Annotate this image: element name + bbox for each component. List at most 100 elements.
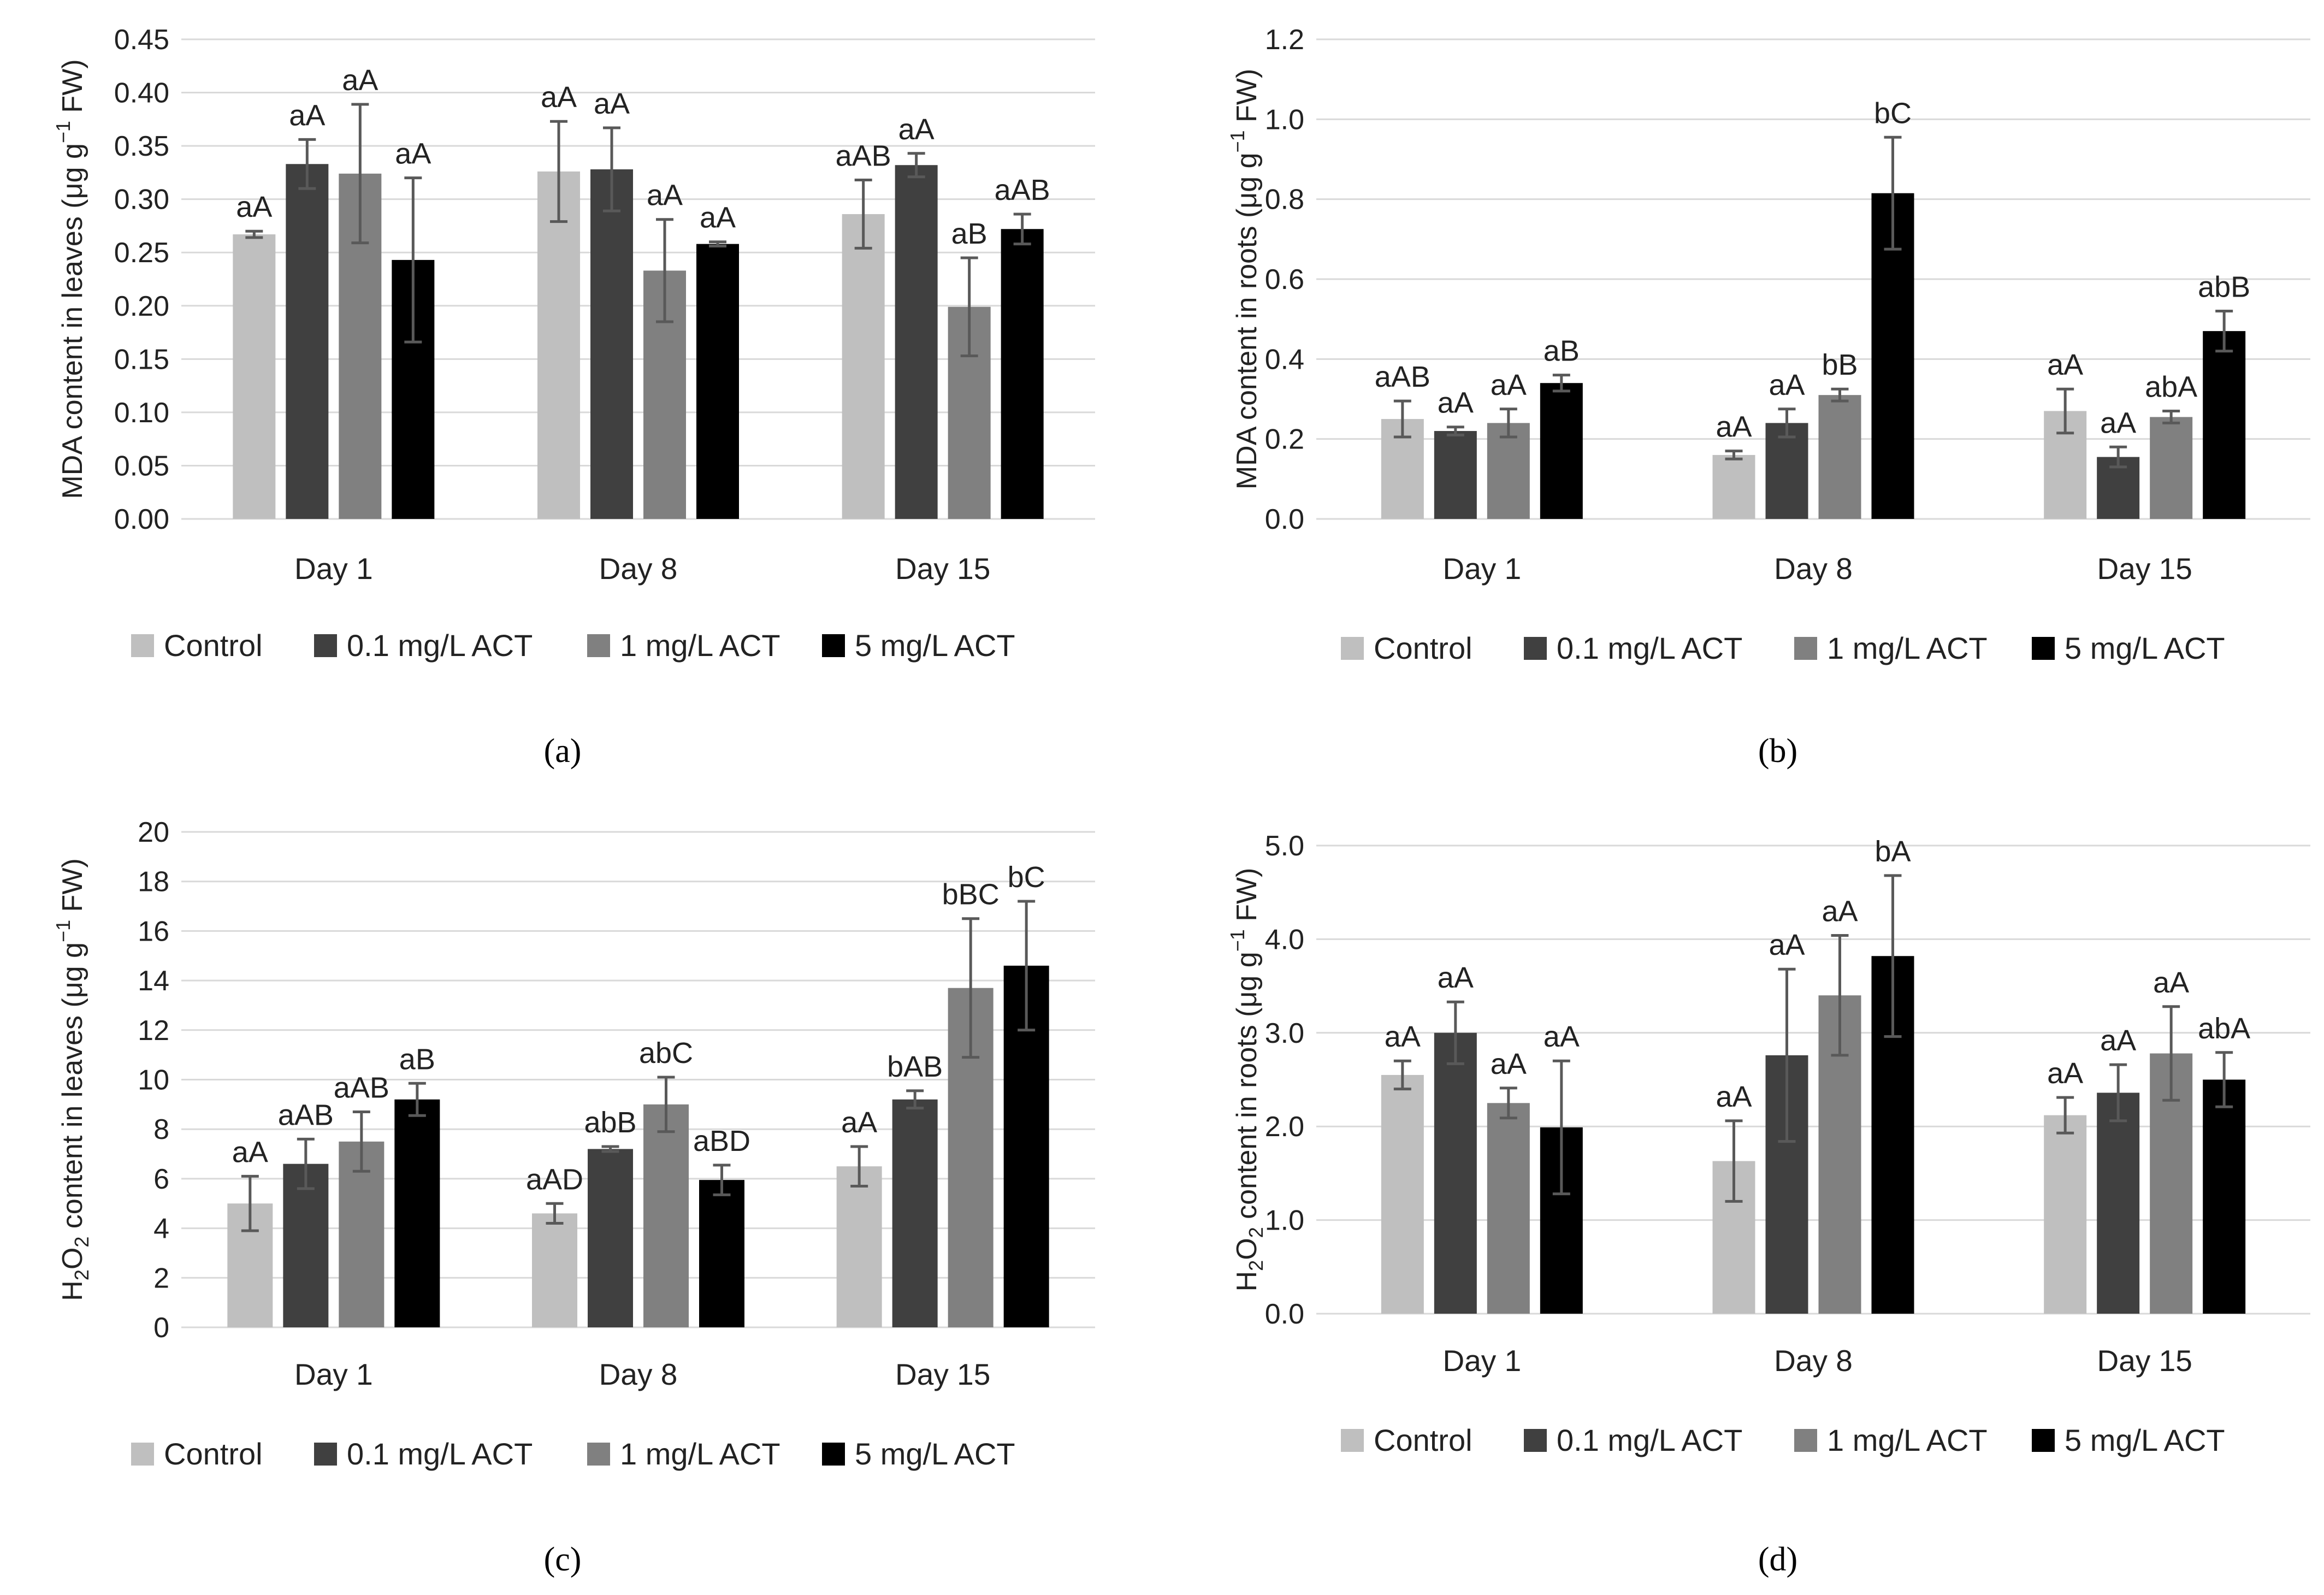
y-axis-label-part: 2: [1245, 1227, 1267, 1238]
y-axis-label: H2O2 content in roots (μg g−1 FW): [1226, 868, 1267, 1292]
bar: [1540, 383, 1583, 519]
y-tick-label: 0.00: [114, 504, 169, 535]
data-label: bAB: [887, 1050, 943, 1083]
legend-label: Control: [1374, 1423, 1473, 1457]
data-label: aA: [1716, 411, 1752, 444]
y-axis-label-part: H: [57, 1280, 88, 1301]
legend-label: 1 mg/L ACT: [620, 1437, 780, 1471]
data-label: aA: [2100, 1024, 2136, 1057]
data-label: aA: [841, 1106, 877, 1139]
y-tick-label: 0.45: [114, 24, 169, 56]
legend-swatch: [314, 1443, 337, 1466]
y-tick-label: 3.0: [1265, 1018, 1304, 1049]
bar: [2203, 1079, 2246, 1314]
legend-label: 5 mg/L ACT: [2065, 631, 2225, 665]
data-label: aAB: [334, 1071, 389, 1104]
data-label: bC: [1874, 97, 1912, 129]
panel-label: (a): [544, 732, 582, 770]
legend-swatch: [1341, 637, 1364, 660]
y-tick-label: 1.0: [1265, 104, 1304, 135]
panel-label: (d): [1758, 1541, 1797, 1578]
bar: [233, 234, 276, 519]
y-tick-label: 0.40: [114, 78, 169, 109]
data-label: abC: [639, 1037, 693, 1070]
y-tick-label: 14: [138, 965, 169, 997]
x-category-label: Day 15: [2097, 552, 2192, 586]
legend-label: Control: [164, 1437, 263, 1471]
y-tick-label: 0.0: [1265, 504, 1304, 535]
data-label: aA: [2100, 406, 2136, 439]
bar: [1765, 423, 1808, 519]
bar: [537, 171, 580, 519]
bar: [1381, 1074, 1424, 1314]
legend-swatch: [2032, 1429, 2055, 1452]
legend-swatch: [587, 634, 610, 657]
bar: [588, 1149, 633, 1327]
x-category-label: Day 15: [895, 1357, 990, 1391]
y-tick-label: 0.10: [114, 397, 169, 429]
y-axis-label-part: −1: [1226, 929, 1249, 952]
y-axis-label-part: FW): [57, 59, 88, 121]
data-label: abA: [2145, 370, 2197, 403]
y-tick-label: 10: [138, 1065, 169, 1096]
legend-label: Control: [1374, 631, 1473, 665]
bar: [2150, 417, 2193, 519]
legend-swatch: [587, 1443, 610, 1466]
data-label: aA: [1491, 1048, 1527, 1080]
legend-swatch: [131, 1443, 154, 1466]
legend-label: 0.1 mg/L ACT: [347, 1437, 533, 1471]
bar: [532, 1213, 577, 1327]
bar: [590, 169, 633, 519]
data-label: aA: [594, 87, 630, 120]
y-tick-label: 0.15: [114, 344, 169, 375]
y-axis-label-part: MDA content in roots (μg g: [1231, 152, 1263, 489]
y-axis-label-part: FW): [57, 858, 88, 920]
y-axis-label-part: 2: [70, 1269, 93, 1280]
data-label: aAB: [278, 1098, 334, 1131]
x-category-label: Day 8: [1774, 552, 1853, 586]
legend: Control 0.1 mg/L ACT 1 mg/L ACT 5 mg/L ACT: [131, 1437, 1015, 1471]
legend-swatch: [822, 634, 845, 657]
x-category-label: Day 1: [1442, 1344, 1521, 1378]
y-tick-label: 16: [138, 915, 169, 947]
legend-swatch: [1794, 637, 1817, 660]
bar: [842, 214, 885, 519]
y-tick-label: 0: [153, 1312, 169, 1344]
legend-label: 0.1 mg/L ACT: [347, 628, 533, 663]
data-label: aA: [2153, 966, 2189, 999]
y-tick-label: 4: [153, 1213, 169, 1245]
legend: Control 0.1 mg/L ACT 1 mg/L ACT 5 mg/L ACT: [1341, 1423, 2225, 1457]
data-label: aA: [647, 179, 683, 212]
bar: [283, 1163, 329, 1327]
bar: [1818, 395, 1861, 519]
y-tick-label: 0.20: [114, 291, 169, 322]
y-axis-label-part: −1: [1226, 130, 1249, 152]
y-tick-label: 5.0: [1265, 830, 1304, 862]
data-label: aAB: [836, 140, 891, 173]
data-label: aA: [236, 191, 272, 223]
data-label: aA: [1769, 369, 1805, 401]
data-label: aA: [2047, 348, 2083, 381]
data-label: aA: [232, 1136, 268, 1168]
y-axis-label: MDA content in roots (μg g−1 FW): [1226, 69, 1263, 489]
legend-swatch: [1524, 1429, 1547, 1452]
data-label: aA: [1544, 1020, 1580, 1053]
legend: Control 0.1 mg/L ACT 1 mg/L ACT 5 mg/L ACT: [131, 628, 1015, 663]
bar: [394, 1099, 440, 1327]
y-axis-label-part: FW): [1231, 69, 1263, 131]
y-tick-label: 0.4: [1265, 344, 1304, 375]
y-axis-label-part: content in leaves (μg g: [57, 942, 88, 1237]
y-axis-label-part: MDA content in leaves (μg g: [57, 143, 88, 499]
data-label: aA: [541, 81, 577, 114]
data-label: aA: [1822, 895, 1858, 928]
y-tick-label: 4.0: [1265, 924, 1304, 955]
data-label: aAB: [1375, 361, 1430, 393]
bar: [892, 1099, 938, 1327]
y-axis-label-part: 2: [70, 1237, 93, 1248]
bar: [1434, 431, 1477, 519]
data-label: bBC: [942, 878, 1000, 911]
x-category-label: Day 15: [895, 552, 990, 586]
bar: [1487, 1103, 1530, 1314]
bar: [699, 1180, 744, 1327]
